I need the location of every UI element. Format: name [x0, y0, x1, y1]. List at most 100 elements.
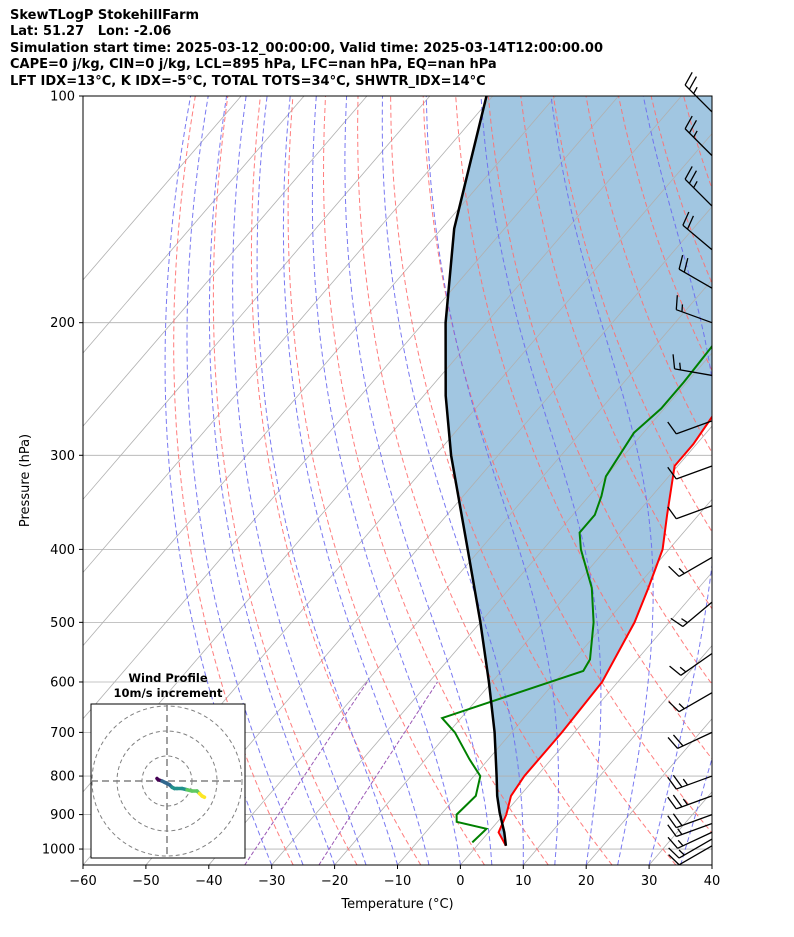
wind-barb [668, 692, 713, 713]
wind-barb [678, 254, 713, 289]
x-axis-label: Temperature (°C) [340, 897, 453, 912]
x-tick-label: −40 [195, 874, 222, 889]
wind-barb [672, 354, 713, 377]
isotherm-line [83, 96, 305, 354]
wind-barb [667, 794, 713, 810]
moist-adiabat [381, 96, 524, 865]
x-tick-label: 0 [456, 874, 464, 889]
isotherm-line [334, 425, 712, 865]
x-tick-label: −30 [258, 874, 285, 889]
chart-title: SkewTLogP StokehillFarm [10, 8, 200, 23]
wind-barb [667, 813, 713, 829]
y-tick-label: 400 [50, 543, 75, 558]
wind-barb [684, 72, 713, 113]
dry-adiabat [322, 96, 549, 865]
x-tick-label: −50 [132, 874, 159, 889]
wind-barb [668, 845, 713, 866]
y-tick-label: 100 [50, 90, 75, 105]
y-tick-label: 300 [50, 449, 75, 464]
isotherm-line [397, 498, 712, 865]
moist-adiabat [642, 96, 712, 865]
mixing-ratio-line [318, 681, 438, 865]
x-tick-label: −20 [321, 874, 348, 889]
dry-adiabat [487, 96, 712, 686]
y-tick-label: 600 [50, 675, 75, 690]
wind-barb [667, 822, 713, 838]
location-line: Lat: 51.27 Lon: -2.06 [10, 24, 172, 40]
moist-adiabat [232, 96, 367, 865]
dry-adiabat [455, 96, 712, 760]
isotherm-line [460, 571, 712, 865]
y-tick-label: 200 [50, 316, 75, 331]
y-tick-label: 1000 [42, 843, 75, 858]
moist-adiabat [550, 96, 654, 865]
dry-adiabat [520, 96, 712, 610]
y-tick-label: 500 [50, 616, 75, 631]
dry-adiabat [390, 96, 677, 865]
hodograph-title: Wind Profile [128, 671, 208, 685]
dry-adiabat [716, 96, 794, 865]
dry-adiabat [585, 96, 712, 454]
x-tick-label: −60 [69, 874, 96, 889]
wind-barb [684, 115, 713, 157]
wind-barb [684, 166, 713, 207]
dry-adiabat [212, 96, 358, 865]
x-tick-label: 30 [641, 874, 658, 889]
temperature-profile [497, 415, 712, 847]
stability-line: CAPE=0 j/kg, CIN=0 j/kg, LCL=895 hPa, LF… [10, 57, 497, 73]
wind-barb [667, 465, 713, 480]
dry-adiabat [173, 96, 294, 865]
x-tick-label: 20 [578, 874, 595, 889]
isotherm-line [83, 96, 494, 574]
chart-header: SkewTLogP StokehillFarm Lat: 51.27 Lon: … [10, 8, 603, 90]
y-axis-label: Pressure (hPa) [18, 434, 33, 527]
moist-adiabat [186, 96, 304, 865]
isotherm-line [83, 96, 368, 427]
isotherm-line [522, 644, 712, 865]
moist-adiabat [311, 96, 461, 865]
isotherm-line [711, 864, 712, 865]
moist-adiabat [164, 96, 273, 865]
wind-barb [667, 420, 713, 435]
parcel-profile [444, 96, 508, 846]
moist-adiabat [711, 863, 712, 865]
dry-adiabat [287, 96, 485, 865]
indices-line: LFT IDX=13°C, K IDX=-5°C, TOTAL TOTS=34°… [10, 73, 486, 89]
wind-barb [670, 601, 713, 628]
hodograph-segment [200, 794, 207, 799]
hodograph-subtitle: 10m/s increment [114, 686, 223, 700]
dry-adiabat [749, 96, 794, 865]
x-tick-label: 10 [515, 874, 532, 889]
x-tick-label: −10 [384, 874, 411, 889]
moist-adiabat [282, 96, 430, 865]
isotherm-line [271, 352, 712, 865]
isotherm-line [585, 718, 712, 865]
isotherm-line [83, 96, 619, 720]
wind-barb [667, 505, 713, 520]
y-tick-label: 700 [50, 726, 75, 741]
wind-barb [668, 838, 713, 859]
moist-adiabat [256, 96, 398, 865]
moist-adiabat [480, 96, 602, 865]
isotherm-line [83, 96, 556, 647]
wind-barb [667, 774, 713, 790]
wind-barb [669, 652, 713, 676]
dewpoint-profile [440, 344, 712, 844]
x-tick-label: 40 [704, 874, 721, 889]
time-line: Simulation start time: 2025-03-12_00:00:… [10, 40, 603, 56]
moist-adiabat [344, 96, 493, 865]
wind-barb [675, 295, 713, 324]
dry-adiabat [552, 96, 712, 533]
wind-barb [668, 556, 713, 578]
isotherm-line [83, 96, 431, 500]
wind-barb [667, 831, 713, 849]
isotherm-line [83, 96, 242, 281]
dry-adiabat [250, 96, 422, 865]
mixing-ratio-line [244, 681, 368, 865]
y-tick-label: 900 [50, 808, 75, 823]
moist-adiabat [208, 96, 336, 865]
y-tick-label: 800 [50, 770, 75, 785]
dry-adiabat [781, 96, 794, 865]
isotherm-line [145, 206, 712, 865]
